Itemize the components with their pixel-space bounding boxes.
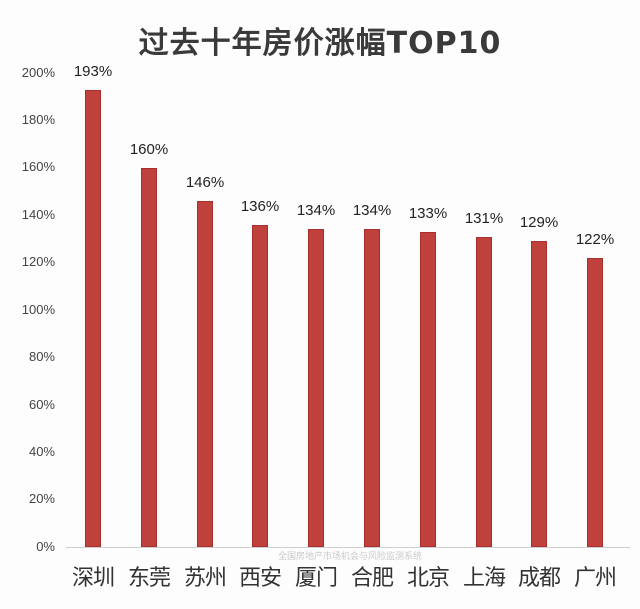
bar (141, 168, 157, 547)
bar-value-label: 131% (464, 210, 504, 227)
bar (587, 258, 603, 547)
y-tick-label: 0% (36, 539, 55, 554)
bar-value-label: 122% (575, 231, 615, 248)
bar (197, 201, 213, 547)
chart-title: 过去十年房价涨幅TOP10 (138, 26, 502, 61)
x-category-label: 东莞 (127, 566, 171, 591)
x-category-label: 北京 (406, 566, 450, 591)
bar (476, 237, 492, 547)
x-category-label: 深圳 (71, 566, 115, 591)
y-tick-label: 140% (21, 207, 55, 222)
bar (308, 229, 324, 547)
watermark: 全国房地产市场机会与风险监测系统 (277, 552, 422, 562)
bar (420, 232, 436, 547)
y-tick-label: 120% (21, 254, 55, 269)
bar (252, 225, 268, 547)
x-axis-line (66, 547, 630, 548)
y-tick-label: 200% (21, 65, 55, 80)
y-tick-label: 80% (28, 349, 55, 364)
bar-value-label: 134% (296, 202, 336, 219)
bar (364, 229, 380, 547)
y-tick-label: 60% (28, 397, 55, 412)
bar (85, 90, 101, 547)
y-tick-label: 20% (28, 491, 55, 506)
bar-value-label: 134% (352, 202, 392, 219)
x-category-label: 广州 (573, 566, 617, 591)
bar-value-label: 193% (73, 63, 113, 80)
x-category-label: 苏州 (183, 566, 227, 591)
bar-value-label: 133% (408, 205, 448, 222)
x-category-label: 西安 (238, 566, 282, 591)
x-category-label: 成都 (517, 566, 561, 591)
bar-value-label: 146% (185, 174, 225, 191)
x-category-label: 上海 (462, 566, 506, 591)
x-category-label: 合肥 (350, 566, 394, 591)
bar-value-label: 136% (240, 198, 280, 215)
y-tick-label: 160% (21, 159, 55, 174)
y-tick-label: 100% (21, 302, 55, 317)
y-tick-label: 180% (21, 112, 55, 127)
x-category-label: 厦门 (294, 566, 338, 591)
bar-value-label: 160% (129, 141, 169, 158)
y-tick-label: 40% (28, 444, 55, 459)
bar (531, 241, 547, 547)
bar-value-label: 129% (519, 214, 559, 231)
